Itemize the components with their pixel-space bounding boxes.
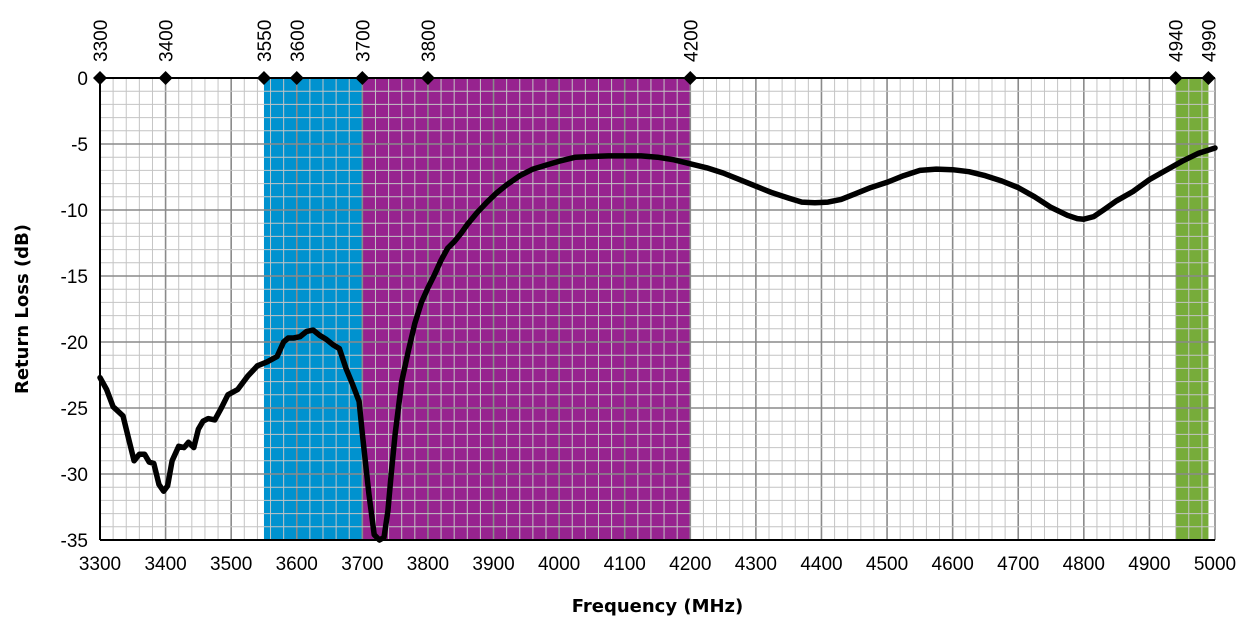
band-marker-label: 3800 (419, 20, 440, 62)
band-3550-3700 (263, 78, 363, 540)
band-marker-label: 4990 (1199, 20, 1220, 62)
grid (99, 77, 1216, 541)
band-marker-label: 3400 (157, 20, 178, 62)
x-tick-label: 3300 (79, 554, 121, 575)
y-tick-label: -15 (61, 267, 88, 288)
x-tick-label: 3400 (144, 554, 186, 575)
x-tick-label: 4900 (1128, 554, 1170, 575)
frequency-bands (263, 78, 1209, 540)
band-marker-label: 3600 (288, 20, 309, 62)
x-tick-label: 4200 (669, 554, 711, 575)
y-tick-label: -25 (61, 399, 88, 420)
x-tick-label: 4700 (997, 554, 1039, 575)
band-marker-label: 4940 (1167, 20, 1188, 62)
band-marker-label: 3550 (255, 20, 276, 62)
y-tick-label: -5 (71, 135, 88, 156)
band-marker-4200 (683, 71, 698, 85)
x-tick-label: 4400 (800, 554, 842, 575)
y-tick-labels: 0 -5 -10 -15 -20 -25 -30 -35 (61, 69, 88, 552)
return-loss-line (97, 145, 1218, 543)
x-tick-label: 3900 (472, 554, 514, 575)
x-tick-label: 4500 (866, 554, 908, 575)
x-tick-label: 4300 (735, 554, 777, 575)
axes (99, 77, 1215, 541)
band-markers (93, 71, 1216, 85)
band-marker-3300 (93, 71, 107, 85)
band-marker-3550 (256, 71, 271, 85)
x-tick-label: 5000 (1194, 554, 1236, 575)
band-marker-label: 4200 (681, 20, 702, 62)
y-tick-label: -35 (61, 531, 88, 552)
band-4940-4990 (1175, 78, 1209, 540)
x-tick-label: 4600 (932, 554, 974, 575)
band-marker-label: 3700 (353, 20, 374, 62)
x-tick-labels: 3300 3400 3500 3600 3700 3800 3900 4000 4100 4200… (79, 554, 1236, 575)
x-axis-title: Frequency (MHz) (572, 596, 744, 617)
band-marker-3600 (289, 71, 304, 85)
y-tick-label: -20 (61, 333, 88, 354)
band-marker-3800 (420, 71, 435, 85)
band-marker-label: 3300 (91, 20, 112, 62)
y-tick-label: 0 (77, 69, 88, 90)
band-marker-3700 (355, 71, 370, 85)
band-marker-4940 (1168, 71, 1183, 85)
band-3700-4200 (362, 78, 691, 540)
y-tick-label: -10 (61, 201, 88, 222)
x-tick-label: 3500 (210, 554, 252, 575)
series (97, 145, 1218, 543)
y-tick-label: -30 (61, 465, 88, 486)
x-tick-label: 3600 (276, 554, 318, 575)
x-tick-label: 3800 (407, 554, 449, 575)
y-axis-title: Return Loss (dB) (12, 224, 33, 394)
x-tick-label: 4000 (538, 554, 580, 575)
band-marker-4990 (1201, 71, 1216, 85)
x-tick-label: 4100 (604, 554, 646, 575)
x-tick-label: 3700 (341, 554, 383, 575)
band-marker-3400 (158, 71, 173, 85)
band-marker-labels: 3300 3400 3550 3600 3700 3800 4200 4940 4990 (91, 20, 1220, 62)
x-tick-label: 4800 (1063, 554, 1105, 575)
